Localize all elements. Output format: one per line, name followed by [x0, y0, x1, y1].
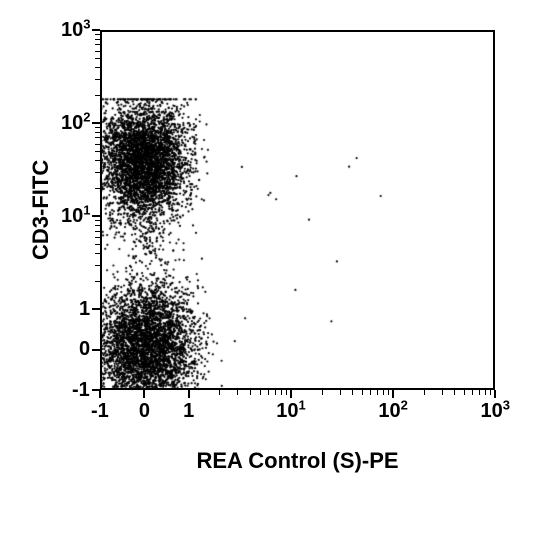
axis-tick-mark	[340, 390, 341, 395]
axis-tick-mark	[370, 390, 371, 395]
axis-tick-mark	[95, 58, 100, 59]
axis-tick-mark	[95, 44, 100, 45]
axis-tick-label: 0	[79, 338, 90, 361]
axis-tick-mark	[95, 265, 100, 266]
chart-container: CD3-FITC REA Control (S)-PE -10110110210…	[0, 0, 540, 540]
axis-tick-mark	[490, 390, 491, 395]
axis-tick-mark	[92, 389, 100, 391]
axis-tick-mark	[92, 29, 100, 31]
axis-tick-mark	[260, 390, 261, 395]
axis-tick-mark	[95, 237, 100, 238]
axis-tick-mark	[95, 220, 100, 221]
axis-tick-mark	[95, 188, 100, 189]
axis-tick-label: 101	[276, 400, 305, 423]
axis-tick-mark	[95, 253, 100, 254]
axis-tick-mark	[95, 51, 100, 52]
axis-tick-mark	[95, 95, 100, 96]
axis-tick-label: 102	[61, 112, 90, 135]
y-axis-title: CD3-FITC	[28, 160, 54, 260]
axis-tick-mark	[99, 390, 101, 398]
axis-tick-mark	[95, 79, 100, 80]
axis-tick-mark	[275, 390, 276, 395]
axis-tick-mark	[95, 244, 100, 245]
axis-tick-mark	[454, 390, 455, 395]
axis-tick-mark	[485, 390, 486, 395]
axis-tick-mark	[464, 390, 465, 395]
axis-tick-mark	[92, 215, 100, 217]
axis-tick-mark	[362, 390, 363, 395]
axis-tick-mark	[95, 34, 100, 35]
axis-tick-mark	[95, 137, 100, 138]
axis-tick-mark	[95, 144, 100, 145]
axis-tick-mark	[92, 308, 100, 310]
axis-tick-mark	[424, 390, 425, 395]
axis-tick-mark	[286, 390, 287, 395]
axis-tick-mark	[388, 390, 389, 395]
axis-tick-mark	[383, 390, 384, 395]
axis-tick-mark	[290, 390, 292, 398]
axis-tick-mark	[472, 390, 473, 395]
axis-tick-label: 101	[61, 205, 90, 228]
axis-tick-label: -1	[72, 379, 90, 402]
axis-tick-mark	[442, 390, 443, 395]
axis-tick-label: 102	[378, 400, 407, 423]
axis-tick-mark	[143, 390, 145, 398]
axis-tick-mark	[237, 390, 238, 395]
axis-tick-label: 103	[481, 400, 510, 423]
axis-tick-mark	[352, 390, 353, 395]
axis-tick-mark	[494, 390, 496, 398]
axis-tick-label: 1	[79, 298, 90, 321]
axis-tick-mark	[219, 390, 220, 395]
axis-tick-mark	[268, 390, 269, 395]
x-axis-title: REA Control (S)-PE	[197, 448, 399, 474]
axis-tick-mark	[95, 67, 100, 68]
axis-tick-mark	[188, 390, 190, 398]
axis-tick-mark	[95, 151, 100, 152]
axis-tick-mark	[281, 390, 282, 395]
axis-tick-label: 1	[183, 400, 194, 423]
axis-tick-mark	[250, 390, 251, 395]
axis-tick-mark	[95, 172, 100, 173]
axis-tick-mark	[322, 390, 323, 395]
axis-tick-mark	[392, 390, 394, 398]
axis-tick-mark	[95, 160, 100, 161]
axis-tick-mark	[92, 122, 100, 124]
axis-tick-mark	[95, 225, 100, 226]
axis-tick-label: -1	[91, 400, 109, 423]
axis-tick-mark	[479, 390, 480, 395]
axis-tick-mark	[95, 281, 100, 282]
axis-tick-mark	[95, 39, 100, 40]
axis-tick-label: 103	[61, 19, 90, 42]
axis-tick-label: 0	[139, 400, 150, 423]
axis-tick-mark	[95, 127, 100, 128]
axis-tick-mark	[95, 132, 100, 133]
axis-tick-mark	[92, 349, 100, 351]
axis-tick-mark	[377, 390, 378, 395]
axis-tick-mark	[95, 231, 100, 232]
